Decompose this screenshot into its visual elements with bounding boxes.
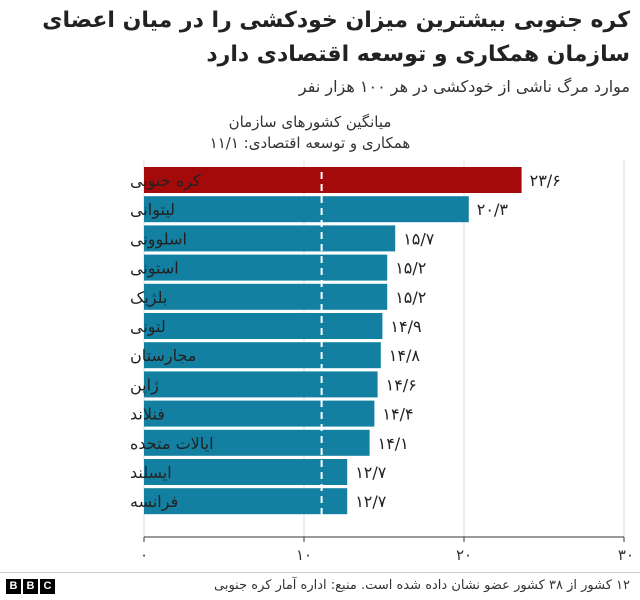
- category-label-6: مجارستان: [130, 346, 196, 366]
- value-label-7: ۱۴/۶: [386, 375, 417, 394]
- bbc-logo-b2: B: [23, 579, 38, 594]
- category-label-3: استونی: [130, 259, 179, 279]
- footer-divider: [0, 572, 640, 573]
- value-label-5: ۱۴/۹: [390, 317, 421, 336]
- bar-2: [144, 225, 396, 252]
- value-label-0: ۲۳/۶: [530, 171, 561, 190]
- category-label-5: لتونی: [130, 317, 166, 337]
- bar-0: [144, 167, 522, 193]
- bbc-logo: B B C: [6, 579, 55, 594]
- value-label-3: ۱۵/۲: [395, 259, 426, 278]
- value-label-11: ۱۲/۷: [355, 492, 387, 511]
- bar-11: [144, 488, 348, 515]
- bar-4: [144, 283, 388, 310]
- oecd-average-label-line2: همکاری و توسعه اقتصادی: ۱۱/۱: [209, 134, 411, 152]
- category-label-2: اسلوونی: [130, 229, 187, 249]
- bar-8: [144, 400, 375, 427]
- bar-9: [144, 429, 370, 456]
- category-label-4: بلژیک: [130, 288, 167, 308]
- bar-6: [144, 342, 381, 369]
- bar-5: [144, 313, 383, 339]
- value-label-6: ۱۴/۸: [389, 346, 421, 365]
- x-tick-label-2: ۲۰: [456, 546, 472, 564]
- bar-1: [144, 196, 469, 223]
- bar-3: [144, 254, 388, 281]
- chart-subtitle: موارد مرگ ناشی از خودکشی در هر ۱۰۰ هزار …: [298, 77, 630, 96]
- category-label-7: ژاپن: [130, 375, 159, 395]
- category-label-0: کره جنوبی: [130, 171, 201, 191]
- chart-title: کره جنوبی بیشترین میزان خودکشی را در میا…: [42, 8, 630, 67]
- category-label-10: ایسلند: [130, 463, 172, 482]
- value-label-4: ۱۵/۲: [395, 288, 426, 307]
- x-tick-label-0: ۰: [140, 546, 148, 564]
- x-tick-label-1: ۱۰: [296, 546, 312, 564]
- value-label-1: ۲۰/۳: [477, 200, 509, 219]
- value-label-10: ۱۲/۷: [355, 463, 387, 482]
- bar-10: [144, 459, 348, 485]
- category-label-9: ایالات متحده: [130, 434, 214, 453]
- oecd-average-label: میانگین کشورهای سازمان همکاری و توسعه اق…: [190, 112, 430, 154]
- x-tick-label-3: ۳۰: [618, 546, 634, 564]
- value-label-9: ۱۴/۱: [378, 434, 409, 453]
- oecd-average-label-line1: میانگین کشورهای سازمان: [228, 113, 392, 131]
- bbc-logo-c: C: [40, 579, 55, 594]
- category-label-8: فنلاند: [130, 405, 165, 424]
- source-note: ۱۲ کشور از ۳۸ کشور عضو نشان داده شده است…: [214, 578, 630, 593]
- bar-chart: کره جنوبی ۲۳/۶ لیتوانی ۲۰/۳ اسلوونی ۱۵/۷ استون…: [130, 160, 634, 564]
- bbc-logo-b1: B: [6, 579, 21, 594]
- category-label-11: فرانسه: [130, 492, 178, 512]
- bar-7: [144, 371, 378, 398]
- value-label-2: ۱۵/۷: [403, 229, 435, 248]
- category-label-1: لیتوانی: [130, 200, 175, 220]
- value-label-8: ۱۴/۴: [382, 405, 413, 424]
